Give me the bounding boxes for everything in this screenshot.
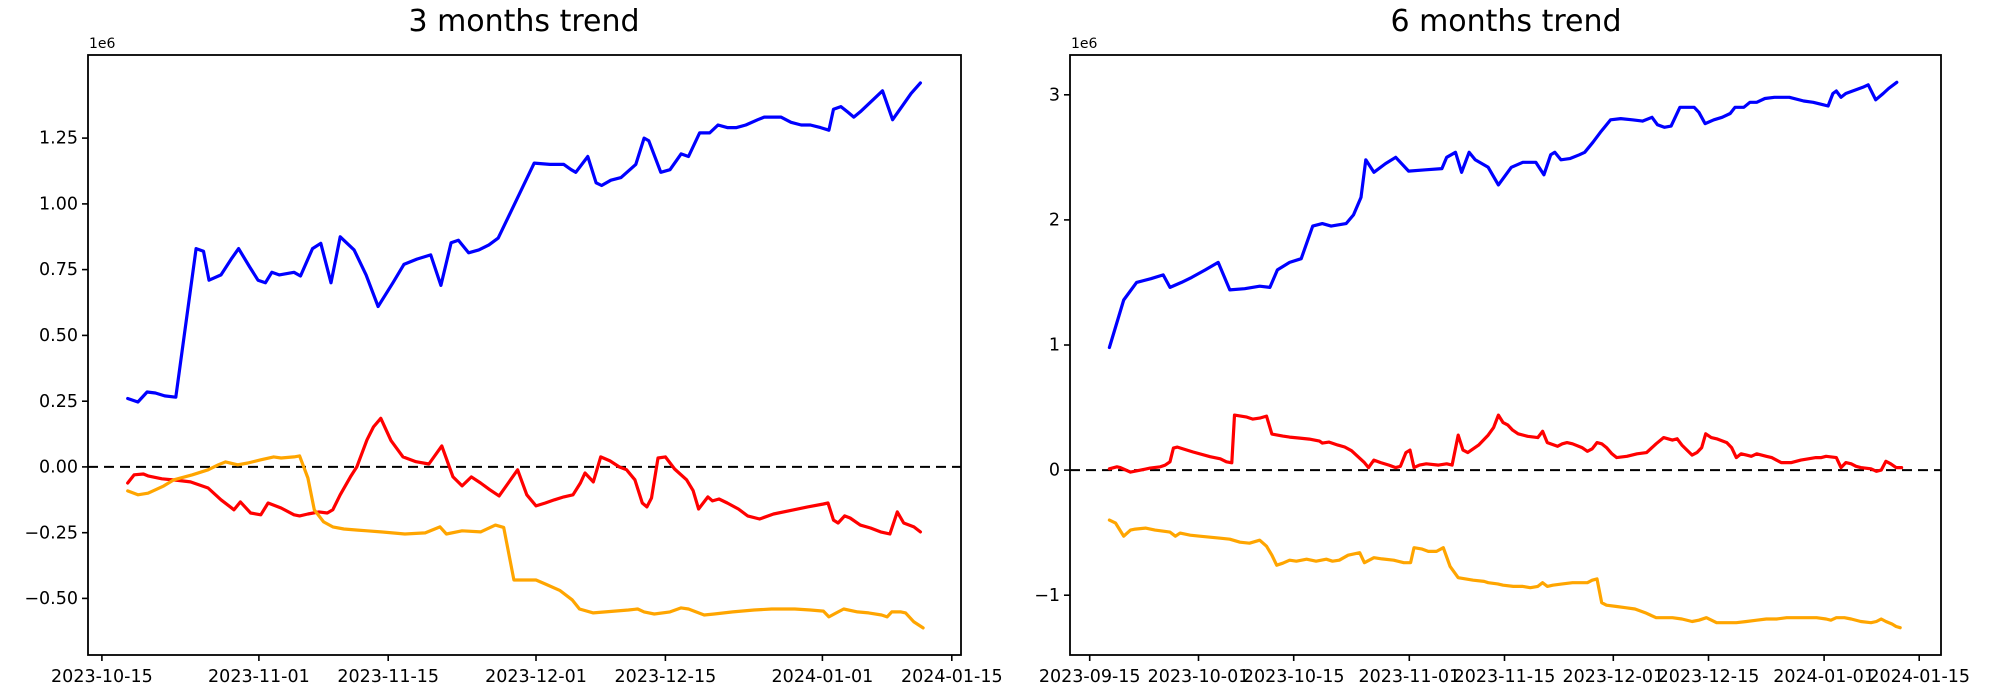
x-tick-label: 2023-12-01 bbox=[1562, 667, 1664, 687]
x-tick-label: 2023-11-01 bbox=[208, 667, 310, 687]
red-series-line bbox=[126, 416, 923, 536]
x-tick-label: 2024-01-15 bbox=[1868, 667, 1970, 687]
y-tick-label: −1 bbox=[1034, 586, 1060, 606]
plot-frame bbox=[1069, 54, 1942, 656]
chart-title-6-months: 6 months trend bbox=[1390, 4, 1622, 39]
y-tick-label: 0 bbox=[1049, 461, 1060, 481]
x-tick-label: 2023-10-15 bbox=[1243, 667, 1345, 687]
orange-series-line bbox=[126, 454, 925, 630]
y-tick-label: 3 bbox=[1049, 85, 1060, 105]
x-tick-label: 2023-10-15 bbox=[51, 667, 153, 687]
x-tick-label: 2023-12-15 bbox=[615, 667, 717, 687]
x-tick-label: 2023-12-01 bbox=[485, 667, 587, 687]
x-tick-label: 2023-10-01 bbox=[1148, 667, 1250, 687]
blue-series-line bbox=[126, 81, 923, 404]
orange-series-line bbox=[1107, 518, 1902, 630]
plot-frame bbox=[87, 54, 962, 656]
x-tick-label: 2023-11-15 bbox=[337, 667, 439, 687]
y-tick-label: 1.00 bbox=[39, 195, 78, 215]
x-tick-label: 2024-01-01 bbox=[1773, 667, 1875, 687]
y-tick-label: −0.25 bbox=[24, 523, 78, 543]
red-series-line bbox=[1107, 413, 1904, 474]
x-tick-label: 2023-09-15 bbox=[1039, 667, 1141, 687]
chart-title-3-months: 3 months trend bbox=[408, 4, 640, 39]
y-axis-offset-label-left: 1e6 bbox=[89, 36, 116, 52]
y-tick-label: −0.50 bbox=[24, 589, 78, 609]
x-tick-label: 2023-11-01 bbox=[1358, 667, 1460, 687]
y-tick-label: 2 bbox=[1049, 211, 1060, 231]
y-tick-label: 1.25 bbox=[39, 129, 78, 149]
x-tick-label: 2024-01-01 bbox=[772, 667, 874, 687]
x-tick-label: 2023-11-15 bbox=[1454, 667, 1556, 687]
y-axis-offset-label-right: 1e6 bbox=[1071, 36, 1098, 52]
x-tick-label: 2023-12-15 bbox=[1658, 667, 1760, 687]
y-tick-label: 0.25 bbox=[39, 392, 78, 412]
y-tick-label: 1 bbox=[1049, 336, 1060, 356]
blue-series-line bbox=[1107, 80, 1899, 350]
y-tick-label: 0.50 bbox=[39, 326, 78, 346]
y-tick-label: 0.75 bbox=[39, 260, 78, 280]
x-tick-label: 2024-01-15 bbox=[901, 667, 1003, 687]
y-tick-label: 0.00 bbox=[39, 458, 78, 478]
